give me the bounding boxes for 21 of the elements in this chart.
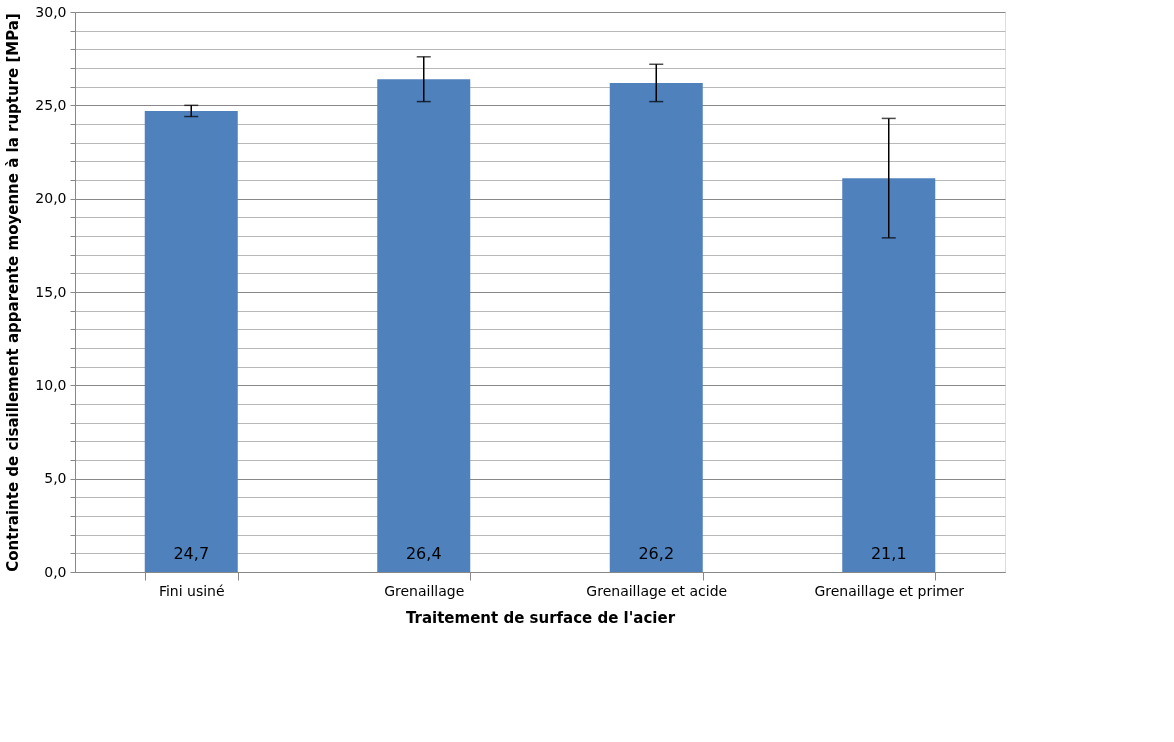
bar <box>609 82 703 572</box>
y-tick-label: 0,0 <box>44 563 67 580</box>
y-tick-label: 25,0 <box>35 96 67 113</box>
data-label: 26,2 <box>638 544 675 563</box>
x-tick-label: Grenaillage <box>384 582 465 599</box>
data-label: 24,7 <box>173 544 210 563</box>
y-tick-label: 30,0 <box>35 3 67 20</box>
x-tick-label: Fini usiné <box>158 582 225 599</box>
bar <box>377 79 471 572</box>
data-label: 26,4 <box>405 544 442 563</box>
x-tick-label: Grenaillage et primer <box>814 582 965 599</box>
data-label: 21,1 <box>870 544 907 563</box>
y-axis-title: Contrainte de cisaillement apparente moyenne à la rupture [MPa] <box>4 13 23 572</box>
y-tick-label: 5,0 <box>44 470 67 487</box>
y-tick-label: 10,0 <box>35 376 67 393</box>
y-tick-label: 15,0 <box>35 283 67 300</box>
bar <box>144 110 238 572</box>
y-tick-label: 20,0 <box>35 190 67 207</box>
bar <box>842 178 936 572</box>
x-tick-label: Grenaillage et acide <box>586 582 728 599</box>
x-axis-title: Traitement de surface de l'acier <box>405 608 676 627</box>
